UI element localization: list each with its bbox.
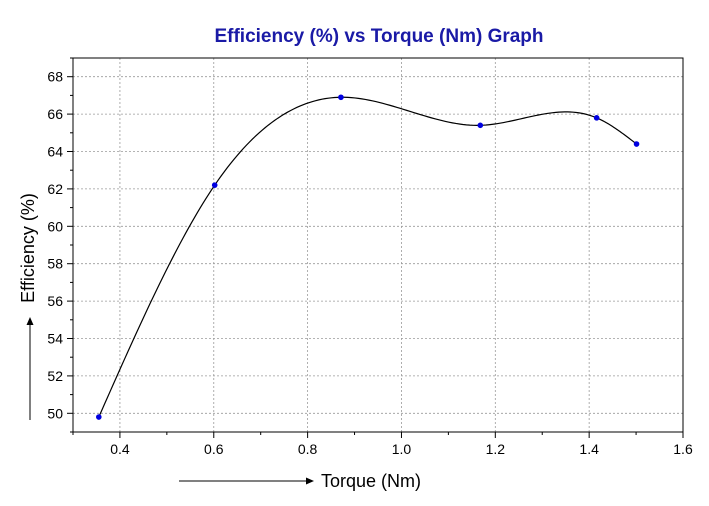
data-point: [96, 414, 102, 420]
y-tick-label: 66: [47, 106, 63, 122]
y-tick-label: 58: [47, 256, 63, 272]
y-tick-label: 68: [47, 69, 63, 85]
data-point: [338, 94, 344, 101]
grid-lines: [73, 58, 684, 432]
data-point: [633, 141, 640, 147]
efficiency-curve: [98, 96, 637, 418]
y-tick-label: 50: [47, 405, 63, 421]
x-tick-label: 1.4: [579, 441, 599, 457]
data-point: [211, 182, 218, 188]
y-tick-label: 56: [47, 293, 63, 309]
y-tick-label: 62: [47, 181, 63, 197]
x-tick-label: 0.6: [204, 441, 224, 457]
y-axis-label: Efficiency (%): [18, 193, 38, 303]
y-tick-label: 52: [47, 368, 63, 384]
y-tick-label: 60: [47, 218, 63, 234]
y-tick-label: 64: [47, 144, 63, 160]
data-point: [477, 122, 484, 129]
data-point: [593, 115, 600, 121]
x-axis-arrow-head: [306, 477, 314, 485]
y-axis-arrow-head: [26, 317, 34, 325]
x-tick-label: 1.2: [486, 441, 506, 457]
plot-frame: [72, 57, 684, 433]
x-axis-label: Torque (Nm): [321, 471, 421, 491]
y-tick-label: 54: [47, 331, 63, 347]
x-tick-label: 1.6: [673, 441, 693, 457]
x-tick-label: 0.8: [298, 441, 318, 457]
x-tick-label: 1.0: [392, 441, 412, 457]
y-tick-labels: 50 52 54 56 58 60 62 64 66 68: [47, 69, 63, 422]
data-points: [96, 94, 640, 420]
chart-title: Efficiency (%) vs Torque (Nm) Graph: [214, 26, 543, 47]
x-tick-label: 0.4: [110, 441, 130, 457]
x-tick-labels: 0.4 0.6 0.8 1.0 1.2 1.4 1.6: [110, 441, 693, 457]
